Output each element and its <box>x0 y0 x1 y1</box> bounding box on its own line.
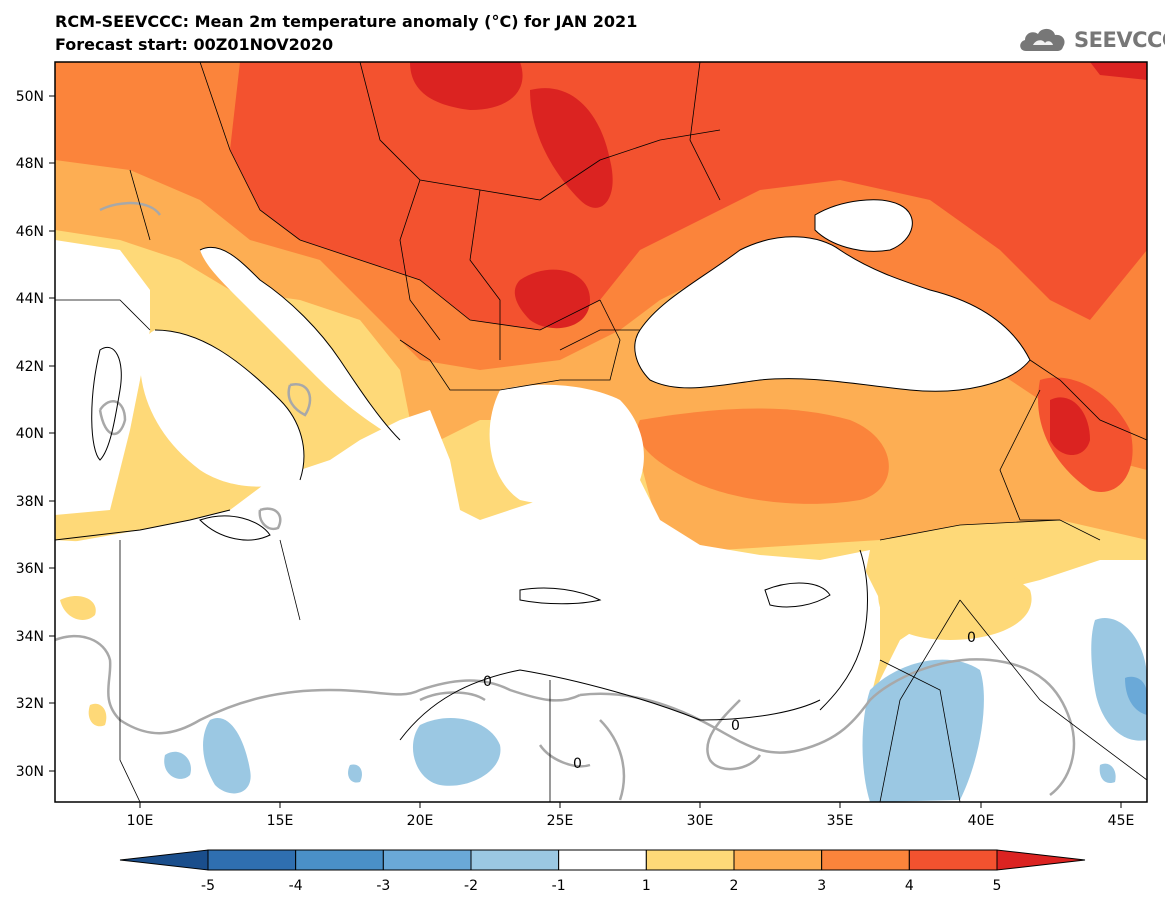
colorbar-segment <box>908 849 998 871</box>
colorbar-label: 5 <box>993 878 1002 894</box>
country-borders <box>55 62 1147 802</box>
contour-label-4: 0 <box>967 630 976 646</box>
lat-label-44n: 44N <box>16 291 44 307</box>
lat-label-36n: 36N <box>16 561 44 577</box>
colorbar-high-triangle <box>996 849 1086 871</box>
adriatic-sea <box>200 247 400 440</box>
cool-egypt-west <box>412 717 501 786</box>
cool-iraq-core <box>1125 676 1147 715</box>
lon-label-20e: 20E <box>407 813 434 829</box>
colorbar-label: 4 <box>905 878 914 894</box>
azov-sea <box>815 199 913 252</box>
lat-label-50n: 50N <box>16 89 44 105</box>
mediterranean-sea <box>55 410 870 760</box>
west-sea <box>55 240 150 515</box>
band-gt5-carpathian <box>530 88 613 208</box>
cool-libya-2 <box>164 751 191 779</box>
cool-libya <box>203 718 251 794</box>
lon-label-10e: 10E <box>127 813 154 829</box>
anatolia-3-4 <box>637 408 889 504</box>
colorbar-label: -3 <box>376 878 390 894</box>
contour-label-2: 0 <box>573 756 582 772</box>
colorbar-low-triangle <box>119 849 209 871</box>
cool-libya-3 <box>348 764 362 783</box>
map-title: RCM-SEEVCCC: Mean 2m temperature anomaly… <box>55 12 638 31</box>
contour-label-3: 0 <box>731 718 740 734</box>
colorbar-segment <box>645 849 735 871</box>
cloud-icon <box>1020 28 1065 51</box>
colorbar-segment <box>382 849 472 871</box>
syria-1-2 <box>878 566 1032 640</box>
longitude-axis: 10E 15E 20E 25E 30E 35E 40E 45E <box>127 802 1135 829</box>
lat-label-38n: 38N <box>16 494 44 510</box>
libya-1-2 <box>88 703 107 727</box>
algeria-1-2 <box>60 595 96 620</box>
cool-gulf <box>1099 763 1116 784</box>
lat-label-46n: 46N <box>16 224 44 240</box>
colorbar-segment <box>470 849 560 871</box>
band-gt5-caucasus <box>1050 397 1090 455</box>
lat-label-30n: 30N <box>16 764 44 780</box>
colorbar-segment <box>295 849 384 871</box>
anomaly-field: 0 0 0 0 <box>55 62 1147 802</box>
latitude-axis: 50N 48N 46N 44N 42N 40N 38N 36N 34N 32N … <box>16 89 55 780</box>
band-gt5-ne <box>1090 62 1147 80</box>
lat-label-34n: 34N <box>16 629 44 645</box>
lon-label-25e: 25E <box>547 813 574 829</box>
lon-label-35e: 35E <box>827 813 854 829</box>
contour-label-1: 0 <box>483 674 492 690</box>
lat-label-40n: 40N <box>16 426 44 442</box>
lon-label-15e: 15E <box>267 813 294 829</box>
colorbar-label: -1 <box>552 878 566 894</box>
colorbar-label: 1 <box>642 878 651 894</box>
colorbar-label: -2 <box>464 878 478 894</box>
colorbar-segment <box>733 849 823 871</box>
cool-iraq <box>1091 618 1147 741</box>
logo-text: SEEVCCC <box>1074 28 1165 52</box>
tyrrhenian-sea <box>140 330 304 487</box>
band-gt5-romania <box>514 269 590 329</box>
colorbar-label: 2 <box>730 878 739 894</box>
forecast-start-subtitle: Forecast start: 00Z01NOV2020 <box>55 35 334 54</box>
colorbar-segment <box>558 849 647 871</box>
lat-label-48n: 48N <box>16 156 44 172</box>
seevccc-logo: SEEVCCC <box>1016 22 1165 58</box>
cool-arabia <box>862 659 984 802</box>
colorbar-segment <box>821 849 910 871</box>
map-frame <box>54 61 1148 803</box>
lon-label-45e: 45E <box>1108 813 1135 829</box>
colorbar-label: -4 <box>289 878 303 894</box>
colorbar: -5 -4 -3 -2 -1 1 2 3 4 5 <box>119 849 1086 894</box>
band-4-5 <box>230 62 1147 330</box>
coastlines <box>55 199 1031 741</box>
aegean-sea <box>489 384 644 504</box>
lat-label-42n: 42N <box>16 359 44 375</box>
black-sea <box>634 236 1030 392</box>
lat-label-32n: 32N <box>16 696 44 712</box>
colorbar-label: -5 <box>201 878 215 894</box>
lon-label-30e: 30E <box>687 813 714 829</box>
lon-label-40e: 40E <box>968 813 995 829</box>
colorbar-label: 3 <box>817 878 826 894</box>
band-gt5-north <box>410 62 523 110</box>
colorbar-segment <box>207 849 297 871</box>
contour-value-labels: 0 0 0 0 <box>483 630 976 772</box>
